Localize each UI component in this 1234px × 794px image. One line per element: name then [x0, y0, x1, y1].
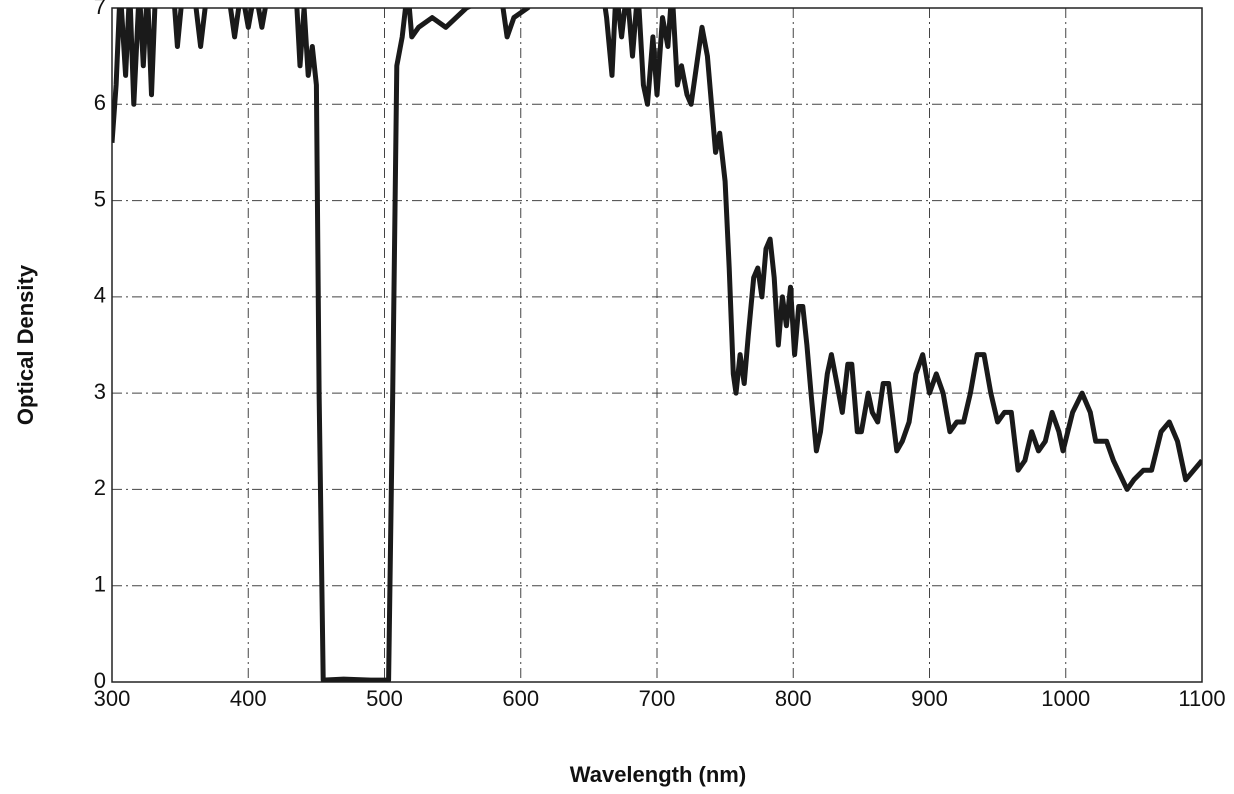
- x-tick-label: 800: [775, 686, 812, 711]
- y-tick-label: 1: [94, 572, 106, 597]
- y-tick-label: 5: [94, 186, 106, 211]
- x-tick-label: 1100: [1178, 686, 1225, 711]
- data-line: [112, 8, 1202, 682]
- y-tick-label: 2: [94, 475, 106, 500]
- x-tick-label: 900: [911, 686, 948, 711]
- y-tick-label: 0: [94, 668, 106, 693]
- plot-frame: [111, 7, 1203, 683]
- x-tick-label: 600: [502, 686, 539, 711]
- y-tick-label: 7: [94, 0, 106, 19]
- y-axis-label: Optical Density: [13, 264, 38, 425]
- x-axis-label: Wavelength (nm): [570, 762, 746, 787]
- y-tick-label: 3: [94, 379, 106, 404]
- x-tick-label: 1000: [1041, 686, 1090, 711]
- x-tick-label: 400: [230, 686, 267, 711]
- x-tick-label: 300: [94, 686, 131, 711]
- x-tick-label: 700: [639, 686, 676, 711]
- x-tick-label: 500: [366, 686, 403, 711]
- y-tick-label: 6: [94, 90, 106, 115]
- y-tick-label: 4: [94, 283, 106, 308]
